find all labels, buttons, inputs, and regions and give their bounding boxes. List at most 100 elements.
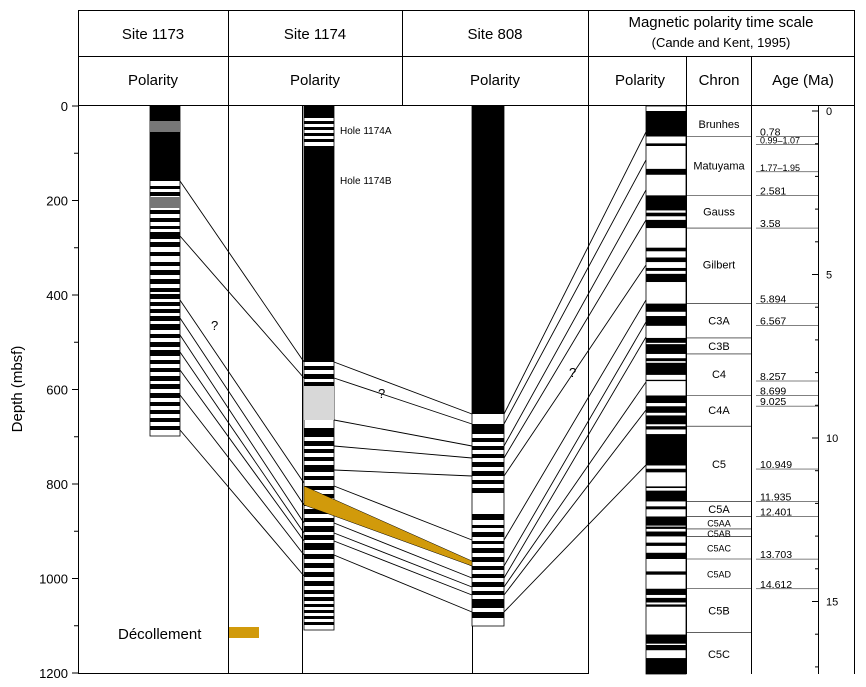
polarity-interval xyxy=(304,386,334,395)
correlation-line xyxy=(333,377,473,425)
correlation-line xyxy=(503,321,647,567)
header-frame xyxy=(78,10,855,106)
polarity-interval xyxy=(646,303,686,312)
chron-label: Gauss xyxy=(703,207,735,219)
polarity-interval xyxy=(304,395,334,420)
polarity-interval xyxy=(304,604,334,607)
polarity-interval xyxy=(646,219,686,229)
polarity-interval xyxy=(304,616,334,619)
polarity-interval xyxy=(646,195,686,211)
correlation-line xyxy=(179,429,305,577)
polarity-interval xyxy=(304,563,334,568)
correlation-line xyxy=(179,351,305,534)
polarity-interval xyxy=(304,590,334,594)
polarity-interval xyxy=(472,446,504,450)
age-label: 0.99–1.07 xyxy=(760,136,800,146)
polarity-interval xyxy=(150,232,180,239)
polarity-interval xyxy=(304,374,334,379)
depth-tick-label: 800 xyxy=(46,477,68,492)
legend-label: Décollement xyxy=(118,626,202,643)
polarity-interval xyxy=(472,488,504,493)
polarity-interval xyxy=(150,426,180,430)
depth-tick-label: 400 xyxy=(46,288,68,303)
polarity-interval xyxy=(150,393,180,398)
age-label: 0.78 xyxy=(760,127,781,139)
age-labels: 0.780.99–1.07 1.77–1.95 2.581 3.58 5.894 6.56… xyxy=(756,127,818,591)
polarity-interval xyxy=(150,197,180,208)
polarity-interval xyxy=(646,344,686,354)
site1173-header: Site 1173 xyxy=(122,26,184,43)
polarity-interval xyxy=(646,168,686,175)
polarity-interval xyxy=(304,121,334,124)
polarity-header-gpts: Polarity xyxy=(615,72,666,89)
age-label: 14.612 xyxy=(760,579,792,591)
hole-1174b-label: Hole 1174B xyxy=(340,176,392,187)
correlation-line xyxy=(503,264,647,477)
age-label: 10.949 xyxy=(760,459,792,471)
polarity-interval xyxy=(646,143,686,146)
polarity-interval xyxy=(150,368,180,372)
correlation-line xyxy=(333,361,473,415)
polarity-interval xyxy=(150,262,180,266)
polarity-interval xyxy=(646,542,686,546)
site808-header: Site 808 xyxy=(467,26,522,43)
chron-label: C5AA xyxy=(707,519,731,529)
polarity-interval xyxy=(646,273,686,283)
polarity-interval xyxy=(150,226,180,229)
polarity-interval xyxy=(646,257,686,263)
age-tick-label: 5 xyxy=(826,270,832,282)
depth-tick-label: 0 xyxy=(61,99,68,114)
polarity-interval xyxy=(646,571,686,575)
site1174-header: Site 1174 xyxy=(284,26,346,43)
correlation-line xyxy=(333,540,473,596)
polarity-interval xyxy=(150,294,180,299)
age-label: 1.77–1.95 xyxy=(760,163,800,173)
polarity-column-1174 xyxy=(303,105,335,631)
chron-header: Chron xyxy=(699,72,740,89)
decollement-band xyxy=(303,485,473,567)
question-mark-2: ? xyxy=(378,386,385,401)
correlation-line xyxy=(503,464,647,613)
polarity-interval xyxy=(646,604,686,607)
polarity-interval xyxy=(646,111,686,137)
depth-ticks: 0 200 400 600 800 1000 1200 xyxy=(39,99,78,681)
polarity-interval xyxy=(646,552,686,559)
polarity-interval xyxy=(472,612,504,618)
polarity-interval xyxy=(646,490,686,502)
correlation-line xyxy=(503,409,647,596)
polarity-interval xyxy=(472,599,504,608)
polarity-interval xyxy=(472,582,504,587)
polarity-interval xyxy=(150,279,180,284)
polarity-column-808 xyxy=(471,105,505,627)
hole-1174a-label: Hole 1174A xyxy=(340,126,392,137)
polarity-interval xyxy=(472,541,504,544)
depth-tick-label: 1000 xyxy=(39,572,68,587)
polarity-interval xyxy=(646,426,686,430)
chron-label: Matuyama xyxy=(693,160,745,172)
depth-tick-label: 600 xyxy=(46,383,68,398)
polarity-interval xyxy=(646,212,686,217)
polarity-interval xyxy=(646,526,686,529)
polarity-interval xyxy=(472,106,504,414)
polarity-interval xyxy=(150,186,180,189)
polarity-interval xyxy=(304,526,334,532)
question-mark-1: ? xyxy=(211,318,218,333)
header-table xyxy=(78,10,855,106)
polarity-interval xyxy=(472,438,504,442)
chron-label: C4 xyxy=(712,369,726,381)
polarity-interval xyxy=(304,449,334,453)
polarity-interval xyxy=(304,554,334,559)
polarity-interval xyxy=(150,324,180,330)
chron-label: Brunhes xyxy=(699,119,740,131)
correlation-line xyxy=(503,381,647,588)
polarity-interval xyxy=(304,382,334,386)
chron-label: C5A xyxy=(708,504,730,516)
legend-swatch xyxy=(229,627,259,638)
polarity-interval xyxy=(646,531,686,537)
polarity-interval xyxy=(304,139,334,142)
polarity-interval xyxy=(472,532,504,537)
polarity-interval xyxy=(150,121,180,132)
correlation-line xyxy=(179,317,305,506)
correlation-line xyxy=(333,522,473,579)
